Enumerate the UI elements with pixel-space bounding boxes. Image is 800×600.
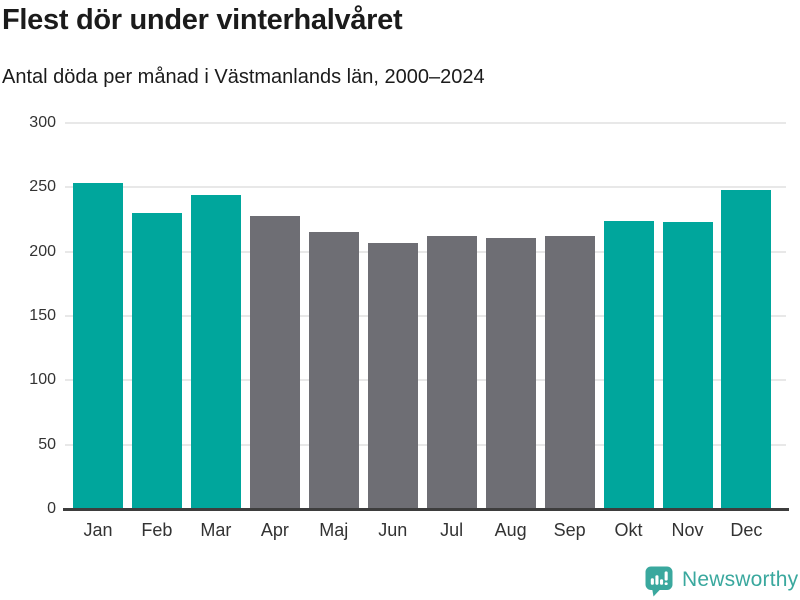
gridline — [65, 250, 786, 253]
bar-sep — [544, 236, 595, 509]
y-tick-label: 100 — [29, 371, 56, 389]
bar-jul — [426, 236, 477, 509]
x-tick-label: Jun — [378, 520, 408, 540]
x-tick-label: Dec — [730, 520, 763, 540]
y-tick-label: 150 — [29, 307, 56, 324]
chart-subtitle: Antal döda per månad i Västmanlands län,… — [2, 66, 485, 88]
newsworthy-logo: Newsworthy — [645, 566, 798, 600]
x-tick-label: Maj — [319, 520, 349, 540]
gridline — [65, 379, 786, 382]
y-tick-label: 200 — [29, 242, 56, 260]
bar-apr — [249, 215, 300, 509]
x-tick-label: Aug — [494, 520, 527, 540]
gridline — [65, 315, 786, 317]
x-tick-label: Nov — [671, 520, 704, 540]
bar-mar — [190, 195, 241, 509]
bar-okt — [603, 220, 654, 509]
bar-feb — [131, 213, 182, 509]
x-tick-label: Jul — [440, 520, 464, 540]
gridline — [65, 186, 786, 189]
bar-jun — [367, 242, 418, 509]
newsworthy-speech-bubble-bar-chart-icon — [645, 566, 673, 600]
y-tick-label: 300 — [29, 114, 56, 131]
y-tick-label: 250 — [29, 178, 56, 196]
bar-maj — [308, 232, 359, 509]
y-tick-label: 50 — [38, 435, 56, 453]
x-tick-label: Feb — [141, 520, 173, 540]
gridline — [65, 443, 786, 446]
y-tick-label: 0 — [47, 500, 56, 517]
bar-dec — [721, 189, 772, 509]
bar-nov — [662, 222, 713, 509]
x-tick-label: Okt — [614, 520, 643, 540]
newsworthy-brand-text: Newsworthy — [682, 568, 799, 591]
x-axis-line — [63, 508, 789, 511]
bar-jan — [73, 183, 123, 509]
x-tick-label: Apr — [260, 520, 289, 540]
x-tick-label: Mar — [200, 520, 232, 540]
x-tick-label: Jan — [83, 520, 113, 540]
gridline — [65, 122, 786, 124]
chart-title: Flest dör under vinterhalvåret — [2, 4, 403, 36]
bar-aug — [485, 237, 536, 509]
x-tick-label: Sep — [553, 520, 586, 540]
